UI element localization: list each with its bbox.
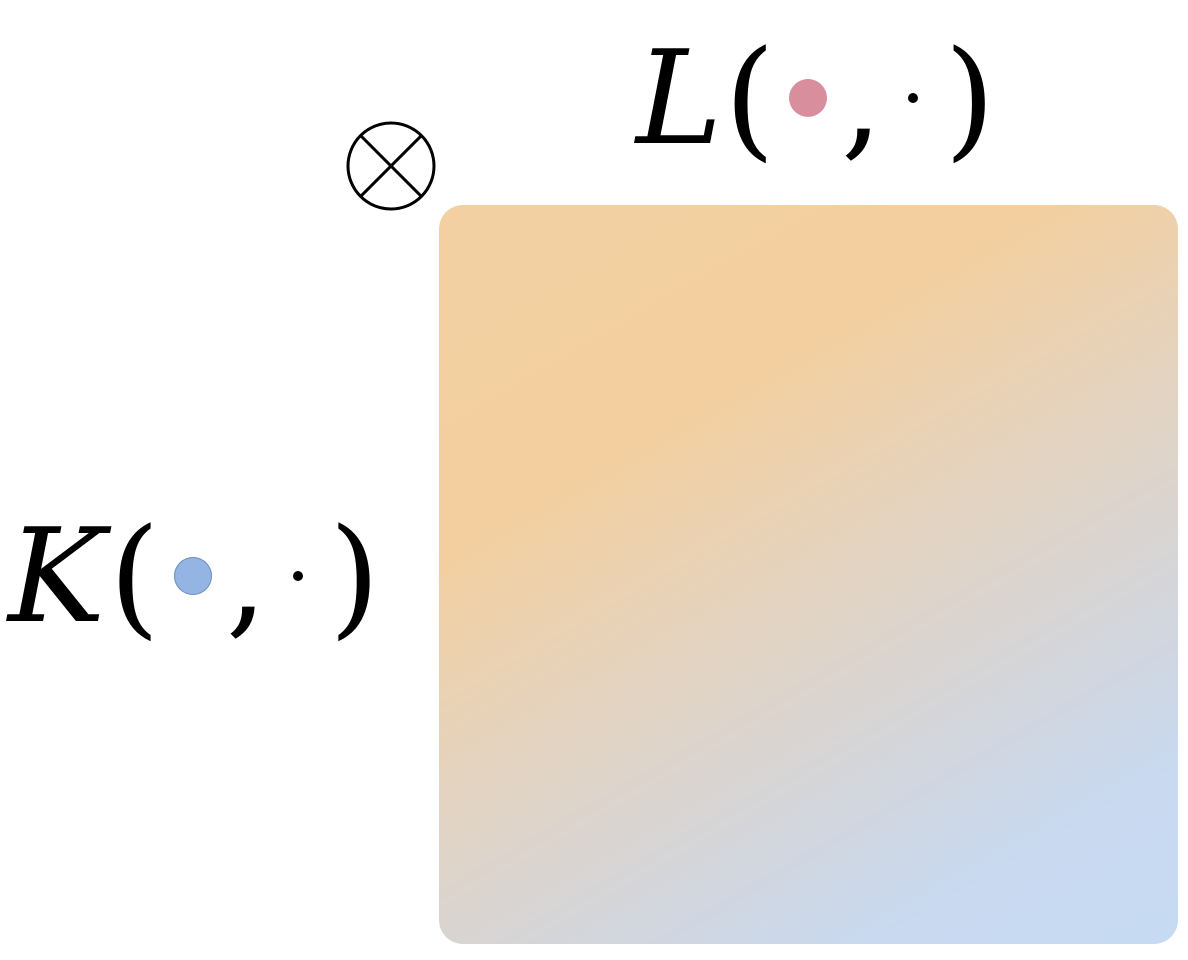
tensor-product-icon <box>345 120 437 212</box>
l-first-argument-dot <box>789 79 827 117</box>
label-l-kernel: L ( , ) <box>636 28 995 168</box>
open-paren: ( <box>109 511 160 641</box>
close-paren: ) <box>329 511 380 641</box>
k-second-argument-dot <box>293 571 303 581</box>
k-first-argument-dot <box>174 557 212 595</box>
l-second-argument-dot <box>908 93 918 103</box>
symbol-k: K <box>8 511 105 641</box>
label-k-kernel: K ( , ) <box>8 506 380 646</box>
close-paren: ) <box>944 33 995 163</box>
comma: , <box>226 511 267 641</box>
kernel-matrix <box>439 205 1178 944</box>
symbol-l: L <box>636 33 722 163</box>
comma: , <box>841 33 882 163</box>
open-paren: ( <box>724 33 775 163</box>
